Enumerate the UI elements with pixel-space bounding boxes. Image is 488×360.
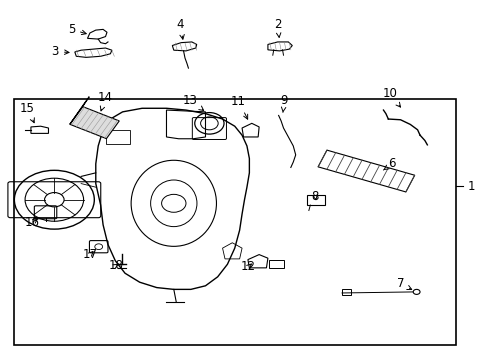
Text: 5: 5 — [67, 23, 86, 36]
Text: 2: 2 — [273, 18, 281, 37]
Polygon shape — [70, 97, 89, 124]
Text: 4: 4 — [176, 18, 184, 39]
Text: 1: 1 — [467, 180, 474, 193]
Text: 12: 12 — [241, 260, 255, 273]
Bar — [105, 130, 130, 144]
Bar — [268, 260, 283, 268]
Circle shape — [412, 289, 419, 294]
Text: 18: 18 — [109, 259, 123, 272]
Bar — [14, 99, 455, 345]
Text: 10: 10 — [382, 87, 400, 107]
Text: 13: 13 — [182, 94, 203, 111]
Bar — [306, 195, 325, 205]
Text: 9: 9 — [280, 94, 287, 112]
Text: 14: 14 — [98, 91, 113, 111]
Text: 17: 17 — [82, 248, 97, 261]
Polygon shape — [318, 150, 414, 192]
Text: 6: 6 — [383, 157, 395, 170]
Text: 8: 8 — [311, 190, 318, 203]
Text: 11: 11 — [231, 95, 247, 119]
Bar — [341, 289, 350, 295]
Text: 3: 3 — [52, 45, 69, 58]
Polygon shape — [70, 107, 119, 139]
Text: 7: 7 — [396, 278, 411, 291]
Text: 15: 15 — [20, 102, 35, 123]
Text: 16: 16 — [25, 216, 40, 229]
